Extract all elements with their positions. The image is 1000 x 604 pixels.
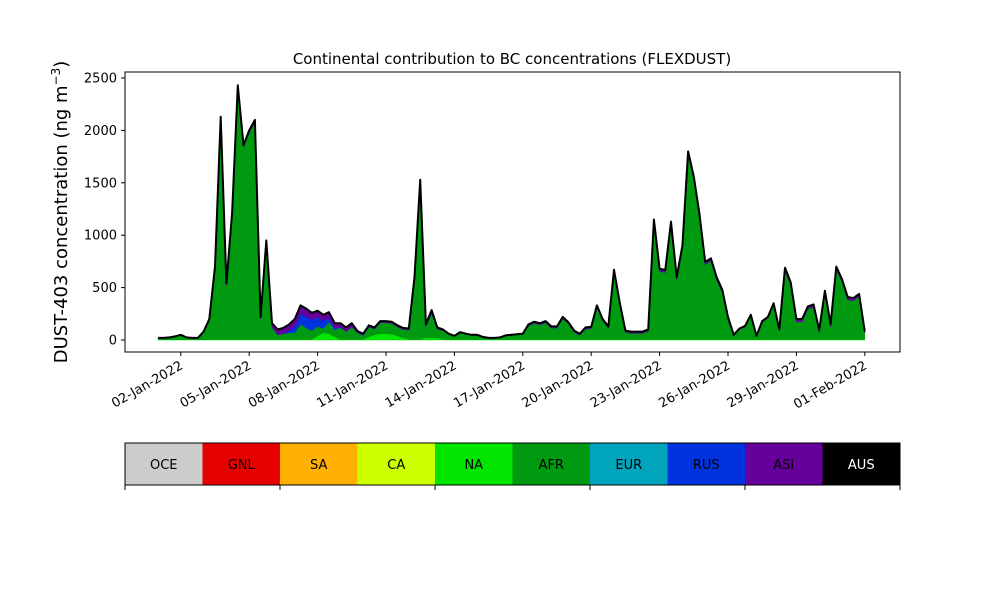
total-outline bbox=[158, 84, 866, 339]
legend-label: AFR bbox=[539, 458, 564, 473]
legend-swatch-eur bbox=[590, 443, 668, 485]
legend-swatch-asi bbox=[745, 443, 823, 485]
legend-label: GNL bbox=[228, 458, 256, 473]
x-tick-label: 17-Jan-2022 bbox=[451, 358, 528, 411]
y-tick-label: 2500 bbox=[84, 72, 117, 87]
x-tick-label: 01-Feb-2022 bbox=[791, 358, 870, 412]
legend-label: NA bbox=[464, 458, 483, 473]
legend-label: CA bbox=[387, 458, 405, 473]
y-tick-label: 1500 bbox=[84, 176, 117, 191]
legend-swatch-rus bbox=[667, 443, 746, 485]
legend-label: ASI bbox=[773, 458, 794, 473]
y-tick-label: 500 bbox=[92, 281, 117, 296]
legend-label: OCE bbox=[150, 458, 178, 473]
legend-swatch-ca bbox=[357, 443, 436, 485]
x-tick-label: 11-Jan-2022 bbox=[314, 358, 391, 411]
legend-swatch-gnl bbox=[202, 443, 281, 485]
x-tick-label: 23-Jan-2022 bbox=[588, 358, 665, 411]
legend-swatch-afr bbox=[512, 443, 591, 485]
legend-label: AUS bbox=[848, 458, 875, 473]
x-tick-label: 08-Jan-2022 bbox=[246, 358, 323, 411]
x-tick-label: 02-Jan-2022 bbox=[109, 358, 186, 411]
x-tick-label: 14-Jan-2022 bbox=[383, 358, 460, 411]
legend-swatch-oce bbox=[125, 443, 203, 485]
x-tick-label: 20-Jan-2022 bbox=[520, 358, 597, 411]
y-tick-label: 1000 bbox=[84, 229, 117, 244]
y-axis-label: DUST-403 concentration (ng m−3) bbox=[49, 61, 72, 364]
y-axis: 0 500 1000 1500 2000 2500 bbox=[84, 72, 125, 349]
x-tick-label: 05-Jan-2022 bbox=[178, 358, 255, 411]
x-tick-label: 26-Jan-2022 bbox=[656, 358, 733, 411]
x-axis: 02-Jan-202205-Jan-202208-Jan-202211-Jan-… bbox=[109, 352, 870, 412]
legend-swatch-sa bbox=[280, 443, 358, 485]
colorbar-frame bbox=[124, 442, 901, 486]
area-afr bbox=[157, 87, 866, 340]
y-tick-label: 0 bbox=[109, 334, 117, 349]
legend-label: EUR bbox=[615, 458, 642, 473]
y-tick-label: 2000 bbox=[84, 124, 117, 139]
x-tick-label: 29-Jan-2022 bbox=[725, 358, 802, 411]
area-layers bbox=[157, 84, 866, 341]
plot-frame bbox=[124, 71, 901, 353]
legend-swatch-aus bbox=[822, 443, 901, 485]
legend-label: RUS bbox=[693, 458, 720, 473]
chart-title: Continental contribution to BC concentra… bbox=[293, 50, 731, 68]
legend-label: SA bbox=[310, 458, 327, 473]
legend-swatch-na bbox=[435, 443, 513, 485]
region-colorbar-legend: OCE GNL SA CA NA AFR EUR RUS ASI AUS bbox=[124, 442, 901, 490]
y-axis-label-main: DUST-403 concentration (ng m bbox=[51, 85, 72, 363]
y-axis-label-close: ) bbox=[51, 61, 72, 68]
y-axis-label-sup: −3 bbox=[49, 68, 63, 86]
